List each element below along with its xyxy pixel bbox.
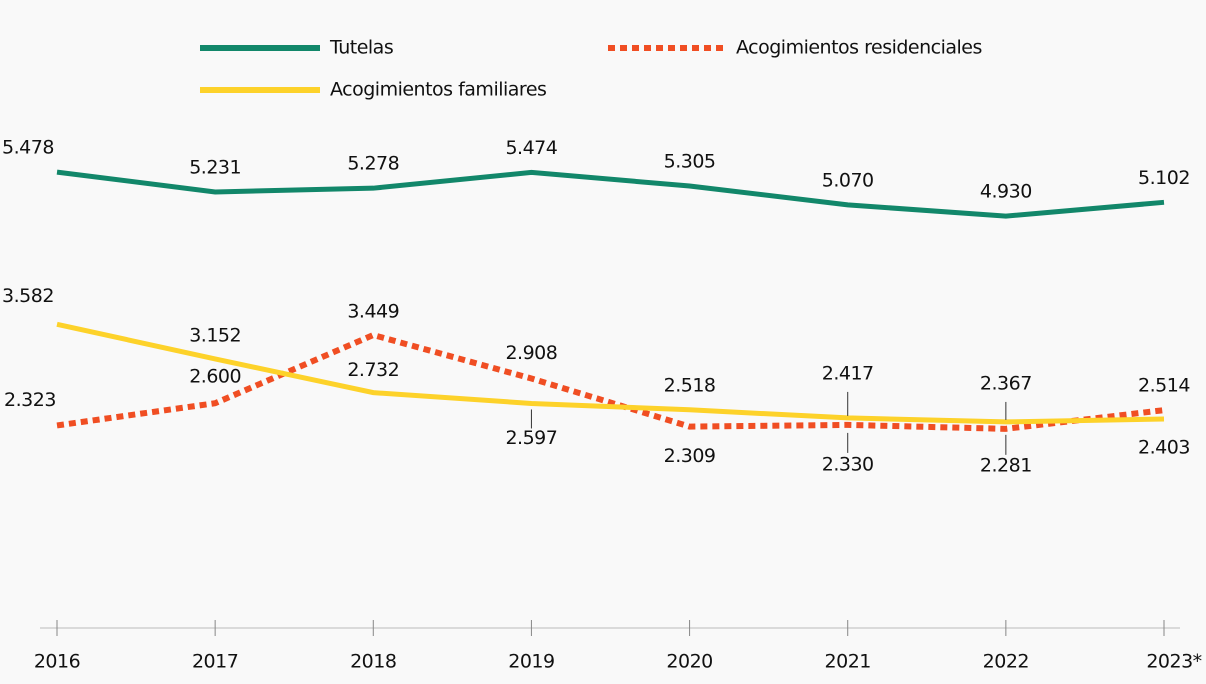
data-label: 5.278 — [347, 153, 399, 175]
data-label: 2.908 — [505, 342, 557, 364]
x-tick-label: 2018 — [350, 651, 396, 673]
data-label: 5.305 — [664, 151, 716, 173]
data-label: 5.474 — [505, 137, 557, 159]
legend-label: Acogimientos residenciales — [736, 37, 982, 59]
x-tick-label: 2017 — [192, 651, 238, 673]
legend-label: Acogimientos familiares — [330, 79, 546, 101]
data-label: 2.600 — [189, 366, 241, 388]
data-label: 5.478 — [2, 137, 54, 159]
data-label: 2.281 — [980, 454, 1032, 476]
data-label: 3.449 — [347, 301, 399, 323]
data-label: 2.518 — [664, 374, 716, 396]
data-label: 2.323 — [4, 389, 56, 411]
data-label: 2.417 — [822, 362, 874, 384]
data-label: 4.930 — [980, 181, 1032, 203]
x-tick-label: 2016 — [34, 651, 80, 673]
x-tick-label: 2022 — [983, 651, 1029, 673]
legend-label: Tutelas — [329, 37, 393, 59]
series-line — [56, 331, 1165, 432]
data-label: 2.732 — [347, 359, 399, 381]
data-label: 2.309 — [664, 445, 716, 467]
data-label: 3.152 — [189, 324, 241, 346]
data-label: 2.367 — [980, 372, 1032, 394]
series-line — [56, 169, 1165, 219]
series-line — [56, 321, 1165, 425]
data-label: 2.597 — [505, 427, 557, 449]
data-label: 5.102 — [1138, 167, 1190, 189]
data-label: 2.514 — [1138, 375, 1190, 397]
data-label: 2.330 — [822, 453, 874, 475]
x-tick-label: 2023* — [1146, 651, 1201, 673]
data-label: 5.070 — [822, 169, 874, 191]
data-label: 3.582 — [2, 285, 54, 307]
x-tick-label: 2019 — [508, 651, 554, 673]
x-tick-label: 2021 — [825, 651, 871, 673]
data-label: 2.403 — [1138, 437, 1190, 459]
data-label: 5.231 — [189, 156, 241, 178]
x-tick-label: 2020 — [666, 651, 712, 673]
